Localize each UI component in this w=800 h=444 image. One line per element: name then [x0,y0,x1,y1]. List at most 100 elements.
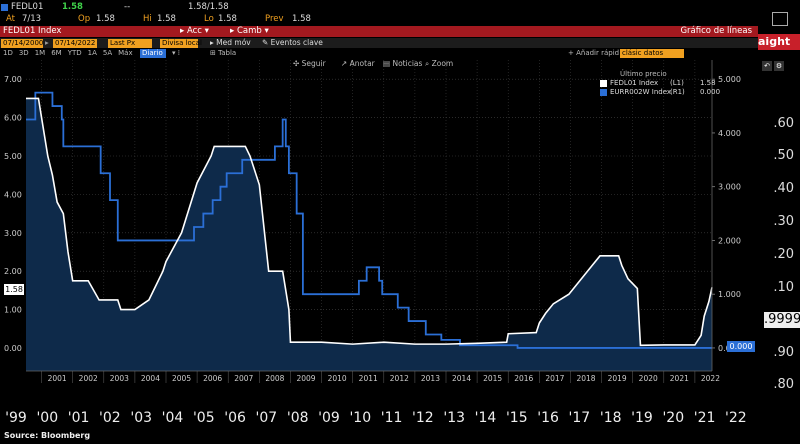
annotate-label: Anotar [349,59,375,68]
outer-year-axis: '99 '00 '01 '02 '03 '04 '05 '06 '07 '08 '09 '10 '11 '… [0,396,758,436]
right-tick-label: 1.000 [718,290,741,299]
chart-toolbar: ✣ Seguir ↗ Anotar ▤ Noticias ⌕ Zoom [285,59,515,69]
right-panel-tab[interactable]: aight [758,34,800,50]
period-button-1d[interactable]: 1D [3,49,13,57]
legend-item-fed[interactable]: FEDL01 Index (L1) 1.58 [600,79,724,88]
x-axis-ticks: 2001 2002 2003 2004 2005 2006 2007 2008 2009 2010… [26,370,720,383]
table-label: Tabla [218,49,237,57]
x-tick-label: 2013 [421,374,440,383]
x-tick-label: 2010 [328,374,347,383]
right-tick-label: 2.000 [718,236,741,245]
outer-year-label: '15 [505,410,528,426]
chart-type-label[interactable]: Gráfico de líneas [680,26,752,36]
outer-year-label: '10 [349,410,372,426]
window-icon[interactable] [772,12,788,26]
dropdown-icon[interactable]: ▾ ⁞ [172,49,180,57]
outer-year-label: '20 [662,410,685,426]
zoom-label: Zoom [431,59,454,68]
start-date-field[interactable]: 07/14/2000 [1,39,44,48]
ticker[interactable]: FEDL01 [11,2,44,12]
legend-ecb-axis: (R1) [670,88,685,96]
legend-item-ecb[interactable]: EURR002W Index (R1) 0.000 [600,88,724,97]
x-tick-label: 2016 [514,374,533,383]
low-label: Lo [204,14,214,24]
classic-data-field[interactable]: clásic datos [620,49,684,58]
period-button-5a[interactable]: 5A [102,49,113,57]
right-tick-label: 4.000 [718,129,741,138]
x-tick-label: 2012 [390,374,409,383]
undo-icon[interactable]: ↶ [762,61,772,71]
outer-year-label: '06 [224,410,246,426]
outer-year-label: '13 [443,410,466,426]
quick-add-label: Añadir rápid [576,49,620,57]
x-tick-label: 2005 [172,374,191,383]
frequency-field[interactable]: Diario [140,49,166,58]
legend-ecb-name: EURR002W Index [610,88,672,96]
key-events-toggle[interactable]: ✎ Eventos clave [262,38,323,47]
acc-menu[interactable]: ▸ Acc ▾ [180,26,209,36]
ecb-swatch-icon [600,88,607,96]
period-button-1a[interactable]: 1A [87,49,97,57]
moving-average-toggle[interactable]: ▸ Med móv [210,38,251,47]
right-tick-80: .80 [773,377,794,392]
x-tick-label: 2021 [670,374,689,383]
x-tick-label: 2004 [141,374,160,383]
left-last-value-badge: 1.58 [4,284,24,295]
currency-field[interactable]: Divisa local [160,39,202,48]
period-button-1m[interactable]: 1M [34,49,46,57]
left-tick-label: 6.00 [4,114,22,123]
follow-button[interactable]: ✣ Seguir [293,59,326,68]
open-value: 1.58 [96,14,115,24]
period-button-3d[interactable]: 3D [18,49,29,57]
right-side-panel: aight ↶ ⚙ [758,0,800,444]
news-button[interactable]: ▤ Noticias [383,59,423,68]
period-button-6m[interactable]: 6M [51,49,62,57]
quick-add-button[interactable]: + Añadir rápid [568,49,620,57]
header-row-quote: FEDL01 1.58 -- 1.58/1.58 [0,2,758,13]
x-tick-label: 2017 [545,374,564,383]
at-value: 7/13 [22,14,42,24]
end-date-field[interactable]: 07/14/2022 [53,39,97,48]
outer-year-label: '04 [161,410,184,426]
outer-year-label: '05 [192,410,215,426]
settings-icon[interactable]: ⚙ [774,61,784,71]
price-change: -- [124,2,131,12]
outer-year-label: '21 [693,410,716,426]
chart-legend: Último precio FEDL01 Index (L1) 1.58 EUR… [600,70,724,96]
right-tick-60: .60 [773,116,794,131]
x-tick-label: 2001 [48,374,67,383]
legend-header: Último precio [620,70,667,78]
right-tick-30: .30 [773,214,794,229]
source-note: Source: Bloomberg [4,431,91,440]
high-value: 1.58 [157,14,176,24]
outer-year-label: '99 [5,410,27,426]
period-button-máx[interactable]: Máx [118,49,133,57]
high-label: Hi [143,14,152,24]
header-row-stats: At 7/13 Op 1.58 Hi 1.58 Lo 1.58 Prev 1.5… [0,14,758,25]
x-tick-label: 2022 [701,374,720,383]
annotate-button[interactable]: ↗ Anotar [341,59,375,68]
security-name[interactable]: FEDL01 Index [3,26,62,36]
grid-lines [26,60,712,371]
security-color-icon [1,4,8,11]
legend-ecb-value: 0.000 [700,88,721,96]
prev-label: Prev [265,14,284,24]
table-icon[interactable]: ⊞ Tabla [210,49,237,57]
outer-year-label: '12 [412,410,434,426]
right-tick-40: .40 [773,181,794,196]
price-field[interactable]: Last Px [108,39,152,48]
follow-label: Seguir [301,59,326,68]
period-button-ytd[interactable]: YTD [67,49,82,57]
outer-year-label: '02 [99,410,121,426]
left-tick-label: 2.00 [4,267,22,276]
right-tick-label: 3.000 [718,183,741,192]
period-buttons: 1D 3D 1M 6M YTD 1A 5A Máx [3,48,139,58]
camb-label: Camb [236,26,262,36]
x-tick-label: 2003 [110,374,129,383]
left-axis-ticks: 0.00 1.00 2.00 3.00 4.00 5.00 6.00 7.00 [4,75,22,353]
zoom-button[interactable]: ⌕ Zoom [425,59,454,68]
camb-menu[interactable]: ▸ Camb ▾ [230,26,269,36]
x-tick-label: 2015 [483,374,502,383]
right-panel-buttons: ↶ ⚙ [762,53,796,71]
open-label: Op [78,14,91,24]
